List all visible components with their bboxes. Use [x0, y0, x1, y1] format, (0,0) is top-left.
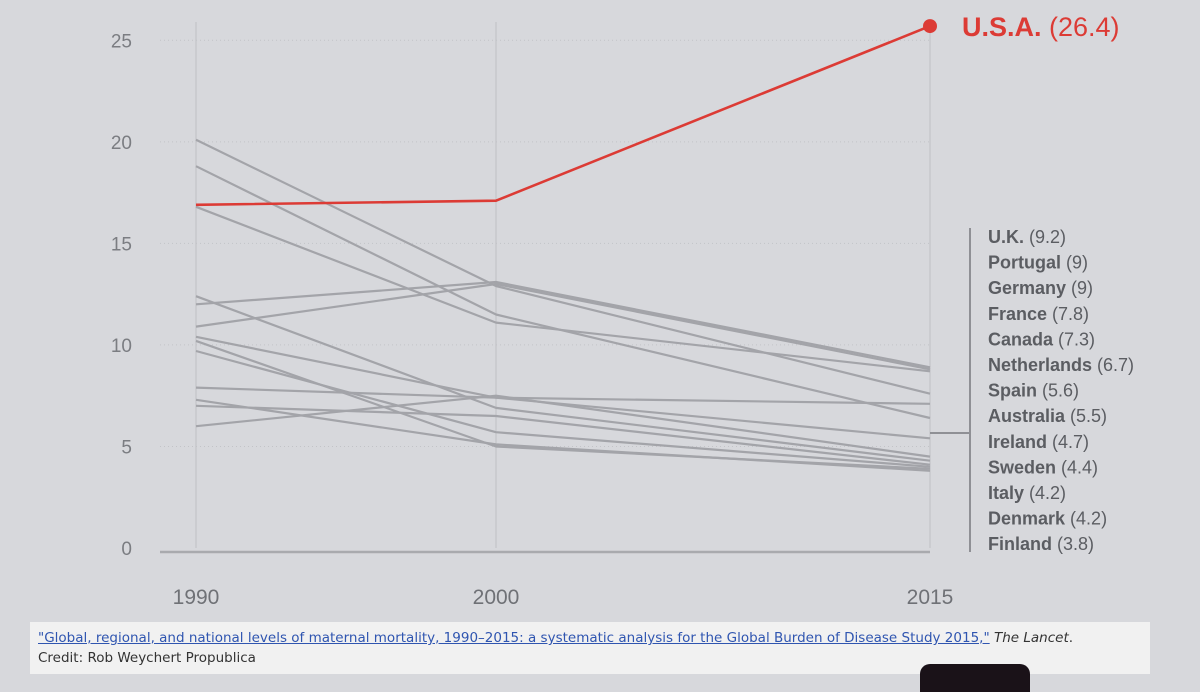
- country-name: Italy: [988, 483, 1029, 503]
- x-tick-label: 2015: [907, 586, 954, 609]
- usa-endpoint-dot: [923, 19, 937, 34]
- country-label-portugal: Portugal (9): [988, 253, 1088, 273]
- country-label-australia: Australia (5.5): [988, 406, 1107, 426]
- country-name: Denmark: [988, 509, 1070, 529]
- country-value: (4.2): [1029, 483, 1066, 503]
- country-label-italy: Italy (4.2): [988, 483, 1066, 503]
- country-value: (7.8): [1052, 304, 1089, 324]
- country-label-france: France (7.8): [988, 304, 1089, 324]
- country-label-u-k-: U.K. (9.2): [988, 227, 1066, 247]
- series-line-netherlands: [195, 138, 931, 395]
- country-value: (5.5): [1070, 406, 1107, 426]
- series-line-germany: [195, 205, 931, 373]
- country-value: (9): [1066, 253, 1088, 273]
- usa-value: (26.4): [1049, 12, 1120, 42]
- country-value: (7.3): [1058, 329, 1095, 349]
- country-name: Spain: [988, 381, 1042, 401]
- x-tick-label: 1990: [173, 586, 220, 609]
- country-label-ireland: Ireland (4.7): [988, 432, 1089, 452]
- series-line-france: [195, 165, 931, 420]
- y-tick-label: 15: [111, 234, 132, 255]
- country-label-finland: Finland (3.8): [988, 534, 1094, 554]
- series-line-finland: [195, 339, 931, 470]
- x-tick-label: 2000: [473, 586, 520, 609]
- y-tick-label: 5: [121, 437, 132, 458]
- country-name: Netherlands: [988, 355, 1097, 375]
- country-value: (9): [1071, 278, 1093, 298]
- country-name: Sweden: [988, 457, 1061, 477]
- country-label-denmark: Denmark (4.2): [988, 509, 1107, 529]
- country-label-germany: Germany (9): [988, 278, 1093, 298]
- country-name: Australia: [988, 406, 1070, 426]
- usa-label: U.S.A. (26.4): [962, 12, 1120, 42]
- country-label-netherlands: Netherlands (6.7): [988, 355, 1134, 375]
- country-label-spain: Spain (5.6): [988, 381, 1079, 401]
- source-title-link[interactable]: "Global, regional, and national levels o…: [38, 630, 990, 646]
- series-line-portugal: [195, 282, 931, 371]
- country-label-sweden: Sweden (4.4): [988, 457, 1098, 477]
- chart-svg: 0 5 10 15 20 25 1990 2000 2015 U.S.A. (26.4) U.…: [111, 12, 1134, 609]
- series-line-spain: [195, 295, 931, 462]
- series-line-australia: [195, 386, 931, 440]
- country-name: Portugal: [988, 253, 1066, 273]
- credit-line: Credit: Rob Weychert Propublica: [38, 650, 256, 666]
- country-name: U.K.: [988, 227, 1029, 247]
- series-line-u-k-: [195, 280, 931, 369]
- y-tick-label: 10: [111, 336, 132, 357]
- country-label-canada: Canada (7.3): [988, 329, 1095, 349]
- country-name: Canada: [988, 329, 1058, 349]
- citation-period: .: [1068, 630, 1074, 646]
- country-value: (4.2): [1070, 509, 1107, 529]
- country-name: France: [988, 304, 1052, 324]
- country-value: (6.7): [1097, 355, 1134, 375]
- country-value: (3.8): [1057, 534, 1094, 554]
- series-line-sweden: [195, 349, 931, 468]
- source-citation: "Global, regional, and national levels o…: [38, 628, 1142, 648]
- country-value: (5.6): [1042, 381, 1079, 401]
- y-tick-label: 20: [111, 133, 132, 154]
- y-tick-label: 25: [111, 31, 132, 52]
- country-value: (9.2): [1029, 227, 1066, 247]
- series-line-usa: [195, 24, 931, 207]
- series-line-ireland: [195, 394, 931, 458]
- country-name: Germany: [988, 278, 1071, 298]
- y-tick-label: 0: [121, 539, 132, 560]
- journal-name: The Lancet: [993, 630, 1069, 646]
- country-value: (4.7): [1052, 432, 1089, 452]
- phone-silhouette: [920, 664, 1030, 692]
- country-name: Ireland: [988, 432, 1052, 452]
- country-name: Finland: [988, 534, 1057, 554]
- usa-name: U.S.A.: [962, 12, 1049, 42]
- country-value: (4.4): [1061, 457, 1098, 477]
- series-line-denmark: [195, 404, 931, 466]
